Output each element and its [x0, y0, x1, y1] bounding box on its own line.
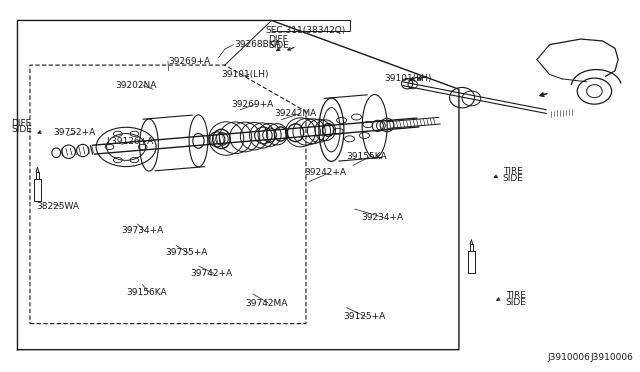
Text: 39101(LH): 39101(LH): [384, 74, 431, 83]
Ellipse shape: [577, 78, 612, 104]
Text: SIDE: SIDE: [506, 298, 527, 307]
Text: TIRE: TIRE: [502, 167, 522, 176]
Text: SIDE: SIDE: [269, 41, 289, 50]
Text: 39752+A: 39752+A: [53, 128, 95, 137]
Text: 39101(LH): 39101(LH): [221, 70, 269, 79]
Text: DIFF: DIFF: [12, 119, 31, 128]
Text: 39269+A: 39269+A: [231, 100, 273, 109]
Text: TIRE: TIRE: [506, 291, 525, 300]
Text: SEC.311(38342Q): SEC.311(38342Q): [266, 26, 346, 35]
Text: 38225WA: 38225WA: [36, 202, 79, 211]
Text: 39734+A: 39734+A: [122, 226, 164, 235]
Text: J3910006: J3910006: [547, 353, 590, 362]
Bar: [468, 251, 475, 273]
Text: 39742+A: 39742+A: [191, 269, 232, 278]
Text: J3910006: J3910006: [590, 353, 633, 362]
Text: SIDE: SIDE: [502, 174, 524, 183]
Bar: [34, 179, 41, 201]
Text: SIDE: SIDE: [12, 125, 32, 134]
Ellipse shape: [587, 85, 602, 98]
Text: 39269+A: 39269+A: [168, 57, 211, 66]
Text: 39156KA: 39156KA: [126, 288, 167, 296]
Text: DIFF: DIFF: [269, 35, 288, 44]
Text: 39202NA: 39202NA: [115, 81, 157, 90]
Text: 39234+A: 39234+A: [361, 213, 403, 222]
Text: 39125+A: 39125+A: [344, 312, 386, 321]
Text: 39735+A: 39735+A: [166, 248, 208, 257]
Text: 39742MA: 39742MA: [245, 299, 288, 308]
Text: 39268BKA: 39268BKA: [234, 40, 281, 49]
Text: 39155KA: 39155KA: [346, 152, 387, 161]
Text: L39126+A: L39126+A: [106, 137, 154, 146]
Text: 39242+A: 39242+A: [305, 169, 347, 177]
Text: 39242MA: 39242MA: [275, 109, 317, 118]
